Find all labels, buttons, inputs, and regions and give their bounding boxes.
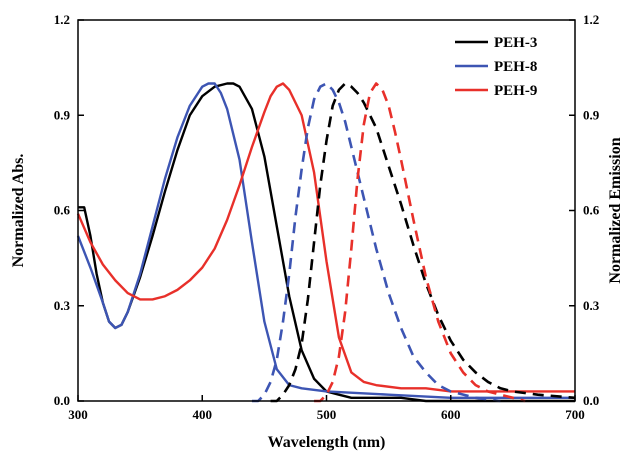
y-tick-label-right-0-9: 0.9 (583, 107, 600, 122)
y-axis-title-right: Normalized Emission (607, 137, 624, 283)
y-tick-label-left-0-0: 0.0 (54, 393, 70, 408)
y-tick-label-right-1-2: 1.2 (583, 12, 599, 27)
y-tick-label-left-0-6: 0.6 (54, 203, 71, 218)
legend-label-peh-3: PEH-3 (494, 35, 537, 51)
legend-label-peh-8: PEH-8 (494, 59, 537, 75)
y-tick-label-right-0-3: 0.3 (583, 298, 600, 313)
y-tick-label-left-0-9: 0.9 (54, 107, 71, 122)
x-tick-label-600: 600 (441, 407, 461, 422)
series-line-peh-8-emission (251, 82, 501, 403)
x-axis-title: Wavelength (nm) (268, 434, 386, 451)
x-tick-label-500: 500 (317, 407, 337, 422)
y-axis-title-left: Normalized Abs. (10, 154, 27, 268)
series-line-peh-9 (76, 82, 575, 393)
series-layer (76, 82, 576, 403)
x-tick-label-700: 700 (565, 407, 585, 422)
legend: PEH-3 PEH-8 PEH-9 (455, 35, 537, 99)
y-tick-label-left-1-2: 1.2 (54, 12, 70, 27)
series-line-peh-9-emission (314, 82, 526, 403)
y-tick-label-right-0-6: 0.6 (583, 203, 600, 218)
series-line-peh-8 (76, 82, 575, 400)
series-line-peh-3 (78, 82, 575, 403)
legend-label-peh-9: PEH-9 (494, 83, 537, 99)
y-tick-label-left-0-3: 0.3 (54, 298, 71, 313)
plot-frame (77, 19, 576, 402)
series-line-peh-3-emission (270, 82, 576, 403)
x-tick-label-400: 400 (193, 407, 213, 422)
y-tick-label-right-0-0: 0.0 (583, 393, 599, 408)
x-tick-label-300: 300 (68, 407, 88, 422)
